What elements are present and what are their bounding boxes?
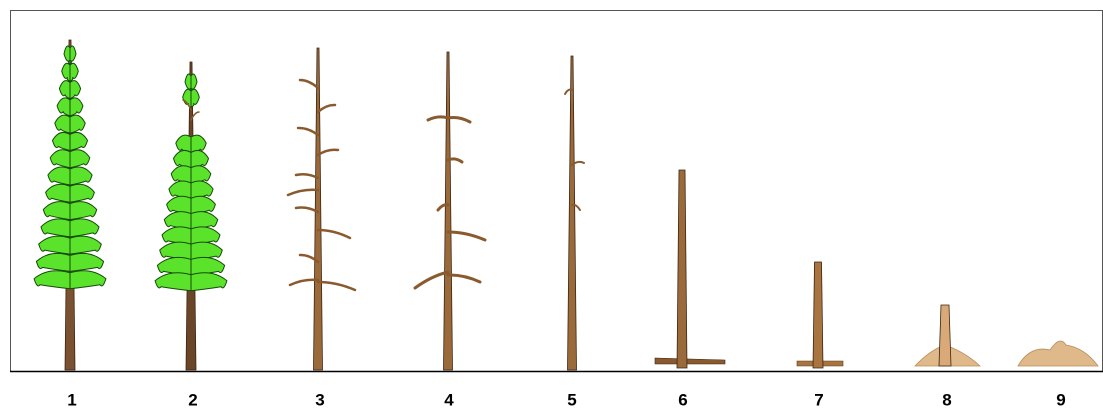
branch bbox=[288, 278, 320, 287]
branch bbox=[446, 230, 487, 242]
debris bbox=[1017, 340, 1099, 367]
labels: 1 2 3 4 5 6 7 8 9 bbox=[67, 390, 1065, 408]
foliage bbox=[69, 183, 95, 203]
branch bbox=[316, 280, 357, 292]
branch bbox=[294, 173, 320, 180]
foliage bbox=[69, 270, 107, 290]
foliage bbox=[49, 149, 71, 169]
trunk bbox=[443, 51, 453, 371]
trees bbox=[33, 39, 1099, 371]
foliage bbox=[190, 88, 200, 109]
foliage bbox=[51, 131, 71, 152]
foliage bbox=[154, 272, 192, 292]
foliage bbox=[190, 272, 228, 292]
trunk bbox=[938, 304, 952, 367]
branch bbox=[446, 273, 482, 284]
foliage bbox=[42, 201, 71, 221]
foliage bbox=[69, 45, 77, 65]
log bbox=[654, 357, 726, 365]
foliage bbox=[58, 80, 71, 100]
foliage bbox=[35, 252, 71, 272]
foliage bbox=[69, 218, 100, 238]
class-label: 9 bbox=[1056, 390, 1065, 408]
foliage bbox=[56, 97, 71, 117]
branch bbox=[446, 157, 464, 164]
branch bbox=[316, 148, 340, 157]
foliage bbox=[69, 62, 79, 83]
foliage bbox=[69, 166, 93, 186]
trunk bbox=[676, 169, 688, 369]
branch bbox=[436, 203, 450, 212]
foliage bbox=[69, 131, 89, 152]
branch bbox=[286, 188, 320, 197]
branch bbox=[426, 115, 450, 122]
class-label: 1 bbox=[67, 390, 76, 408]
branch bbox=[190, 111, 200, 121]
class-label: 2 bbox=[188, 390, 197, 408]
class-label: 6 bbox=[678, 390, 687, 408]
foliage bbox=[69, 80, 82, 100]
class-label: 8 bbox=[942, 390, 951, 408]
class-label: 5 bbox=[567, 390, 576, 408]
branch bbox=[446, 116, 472, 124]
class-label: 3 bbox=[315, 390, 324, 408]
foliage bbox=[69, 235, 102, 255]
foliage bbox=[69, 252, 105, 272]
class-label: 4 bbox=[444, 390, 454, 408]
branch bbox=[571, 203, 581, 211]
foliage bbox=[33, 270, 71, 290]
branch bbox=[182, 99, 192, 111]
foliage bbox=[69, 114, 86, 134]
branch bbox=[316, 103, 337, 114]
class-label: 7 bbox=[814, 390, 823, 408]
foliage bbox=[47, 166, 71, 186]
foliage bbox=[69, 149, 91, 169]
foliage bbox=[63, 45, 71, 65]
branch bbox=[564, 88, 573, 95]
branch bbox=[298, 253, 320, 264]
foliage bbox=[69, 97, 84, 117]
branch bbox=[298, 78, 320, 90]
trunk bbox=[567, 55, 577, 371]
branch bbox=[316, 228, 352, 240]
foliage bbox=[182, 88, 192, 109]
foliage bbox=[61, 62, 71, 83]
foliage bbox=[45, 183, 71, 203]
branch bbox=[413, 270, 450, 290]
branch bbox=[294, 206, 320, 214]
foliage bbox=[54, 114, 71, 134]
branch bbox=[571, 160, 585, 166]
foliage bbox=[38, 235, 71, 255]
trunk bbox=[812, 261, 824, 369]
branch bbox=[296, 126, 320, 137]
trunk bbox=[313, 47, 323, 371]
foliage bbox=[69, 201, 98, 221]
foliage bbox=[40, 218, 71, 238]
